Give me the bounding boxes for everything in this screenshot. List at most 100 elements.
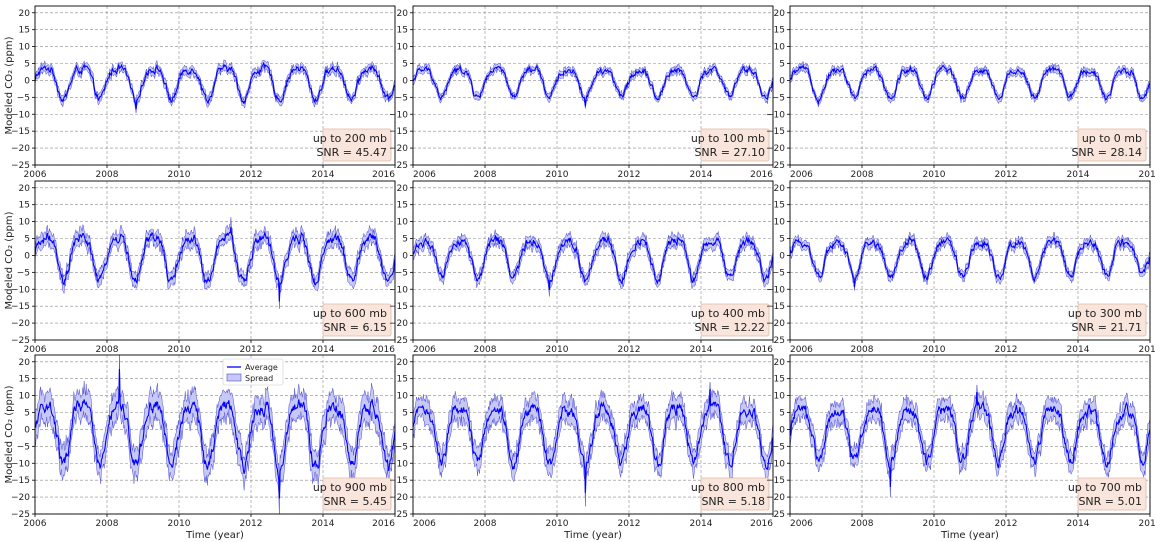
x-tick-label: 2006 — [413, 170, 436, 180]
y-tick-label: 5 — [402, 60, 408, 70]
y-tick-label: 20 — [397, 184, 409, 194]
pressure-level-label: up to 900 mb — [313, 481, 387, 494]
x-tick-label: 2006 — [790, 170, 813, 180]
y-tick-label: −20 — [389, 493, 408, 503]
x-tick-label: 2012 — [240, 519, 263, 529]
x-tick-label: 2012 — [995, 345, 1018, 355]
panel-5: −25 −20 −15 −10 −5 0 5 10 15 20 2006 2008 2010 2012 20… — [389, 180, 774, 355]
y-tick-label: −15 — [11, 127, 30, 137]
y-tick-label: −10 — [766, 285, 785, 295]
annotation-box — [1077, 477, 1147, 511]
pressure-level-label: up to 100 mb — [691, 132, 765, 145]
panel-frame — [789, 354, 1151, 515]
x-tick-label: 2010 — [546, 519, 569, 529]
x-axis-label: Time (year) — [563, 530, 622, 541]
y-tick-label: −15 — [11, 476, 30, 486]
pressure-level-label: up to 700 mb — [1068, 481, 1142, 494]
x-tick-label: 2008 — [851, 519, 874, 529]
y-tick-label: −10 — [11, 459, 30, 469]
y-tick-label: −10 — [766, 459, 785, 469]
y-tick-label: −25 — [11, 336, 30, 346]
x-tick-label: 2008 — [851, 170, 874, 180]
snr-label: SNR = 5.01 — [1078, 495, 1142, 508]
panel-frame — [34, 354, 396, 515]
x-tick-label: 2010 — [546, 170, 569, 180]
snr-label: SNR = 12.22 — [694, 321, 765, 334]
y-tick-label: 0 — [402, 251, 408, 261]
average-line — [413, 389, 773, 493]
x-tick-label: 2010 — [923, 519, 946, 529]
annotation-box — [322, 303, 392, 337]
y-tick-label: −20 — [389, 144, 408, 154]
y-tick-label: 5 — [779, 235, 785, 245]
y-tick-label: −20 — [766, 319, 785, 329]
y-tick-label: 20 — [19, 9, 31, 19]
x-tick-label: 2006 — [413, 519, 436, 529]
x-tick-label: 2010 — [923, 345, 946, 355]
y-tick-label: −20 — [11, 144, 30, 154]
y-tick-label: 5 — [402, 235, 408, 245]
x-tick-label: 2010 — [546, 345, 569, 355]
y-tick-label: −20 — [389, 319, 408, 329]
annotation-box — [700, 128, 770, 162]
x-tick-label: 2012 — [995, 519, 1018, 529]
panel-1: −25 −20 −15 −10 −5 0 5 10 15 20 2006 2008 2010 2012 20… — [4, 5, 396, 180]
annotation-box — [700, 477, 770, 511]
y-tick-label: 5 — [24, 60, 30, 70]
y-tick-label: −15 — [766, 127, 785, 137]
pressure-level-label: up to 600 mb — [313, 307, 387, 320]
y-tick-label: −15 — [11, 302, 30, 312]
y-tick-label: 15 — [774, 201, 785, 211]
y-tick-label: 15 — [397, 26, 408, 36]
y-tick-label: 20 — [774, 358, 786, 368]
x-tick-label: 2008 — [474, 345, 497, 355]
x-tick-label: 2012 — [618, 519, 641, 529]
annotation-box — [1077, 303, 1147, 337]
x-tick-label: 2014 — [690, 519, 713, 529]
pressure-level-label: up to 200 mb — [313, 132, 387, 145]
panel-3: −25 −20 −15 −10 −5 0 5 10 15 20 2006 2008 2010 2012 20… — [766, 5, 1155, 180]
y-tick-label: −5 — [772, 442, 785, 452]
y-tick-label: 0 — [24, 251, 30, 261]
y-tick-label: −15 — [389, 476, 408, 486]
x-axis-label: Time (year) — [185, 530, 244, 541]
y-tick-label: 10 — [397, 218, 409, 228]
x-tick-label: 2016 — [1139, 519, 1155, 529]
average-line — [413, 64, 773, 107]
x-tick-label: 2008 — [96, 170, 119, 180]
panel-9: −25 −20 −15 −10 −5 0 5 10 15 20 2006 2008 2010 2012 20… — [766, 354, 1155, 541]
y-tick-label: 0 — [402, 425, 408, 435]
annotation-box — [322, 477, 392, 511]
x-tick-label: 2008 — [851, 345, 874, 355]
x-tick-label: 2006 — [413, 345, 436, 355]
legend-spread-label: Spread — [245, 374, 273, 383]
average-line — [790, 64, 1150, 106]
panel-frame — [789, 180, 1151, 341]
x-axis-label: Time (year) — [940, 530, 999, 541]
x-tick-label: 2006 — [24, 170, 47, 180]
y-tick-label: −5 — [772, 268, 785, 278]
x-tick-label: 2012 — [618, 345, 641, 355]
legend-average-label: Average — [245, 363, 278, 372]
y-tick-label: −10 — [389, 110, 408, 120]
y-tick-label: −10 — [389, 285, 408, 295]
snr-label: SNR = 6.15 — [323, 321, 387, 334]
x-tick-label: 2012 — [240, 170, 263, 180]
y-tick-label: 10 — [774, 218, 786, 228]
y-tick-label: −20 — [11, 319, 30, 329]
y-tick-label: −15 — [389, 127, 408, 137]
y-tick-label: −25 — [766, 336, 785, 346]
y-tick-label: −10 — [11, 285, 30, 295]
panel-frame — [412, 354, 774, 515]
spread-band — [35, 217, 395, 309]
y-tick-label: 5 — [402, 409, 408, 419]
x-tick-label: 2014 — [1067, 345, 1090, 355]
y-tick-label: 10 — [397, 392, 409, 402]
panel-8: −25 −20 −15 −10 −5 0 5 10 15 20 2006 2008 2010 2012 20… — [389, 354, 774, 541]
x-tick-label: 2014 — [312, 345, 335, 355]
y-tick-label: 0 — [779, 76, 785, 86]
panel-frame — [789, 5, 1151, 166]
x-tick-label: 2006 — [24, 345, 47, 355]
x-tick-label: 2008 — [474, 170, 497, 180]
